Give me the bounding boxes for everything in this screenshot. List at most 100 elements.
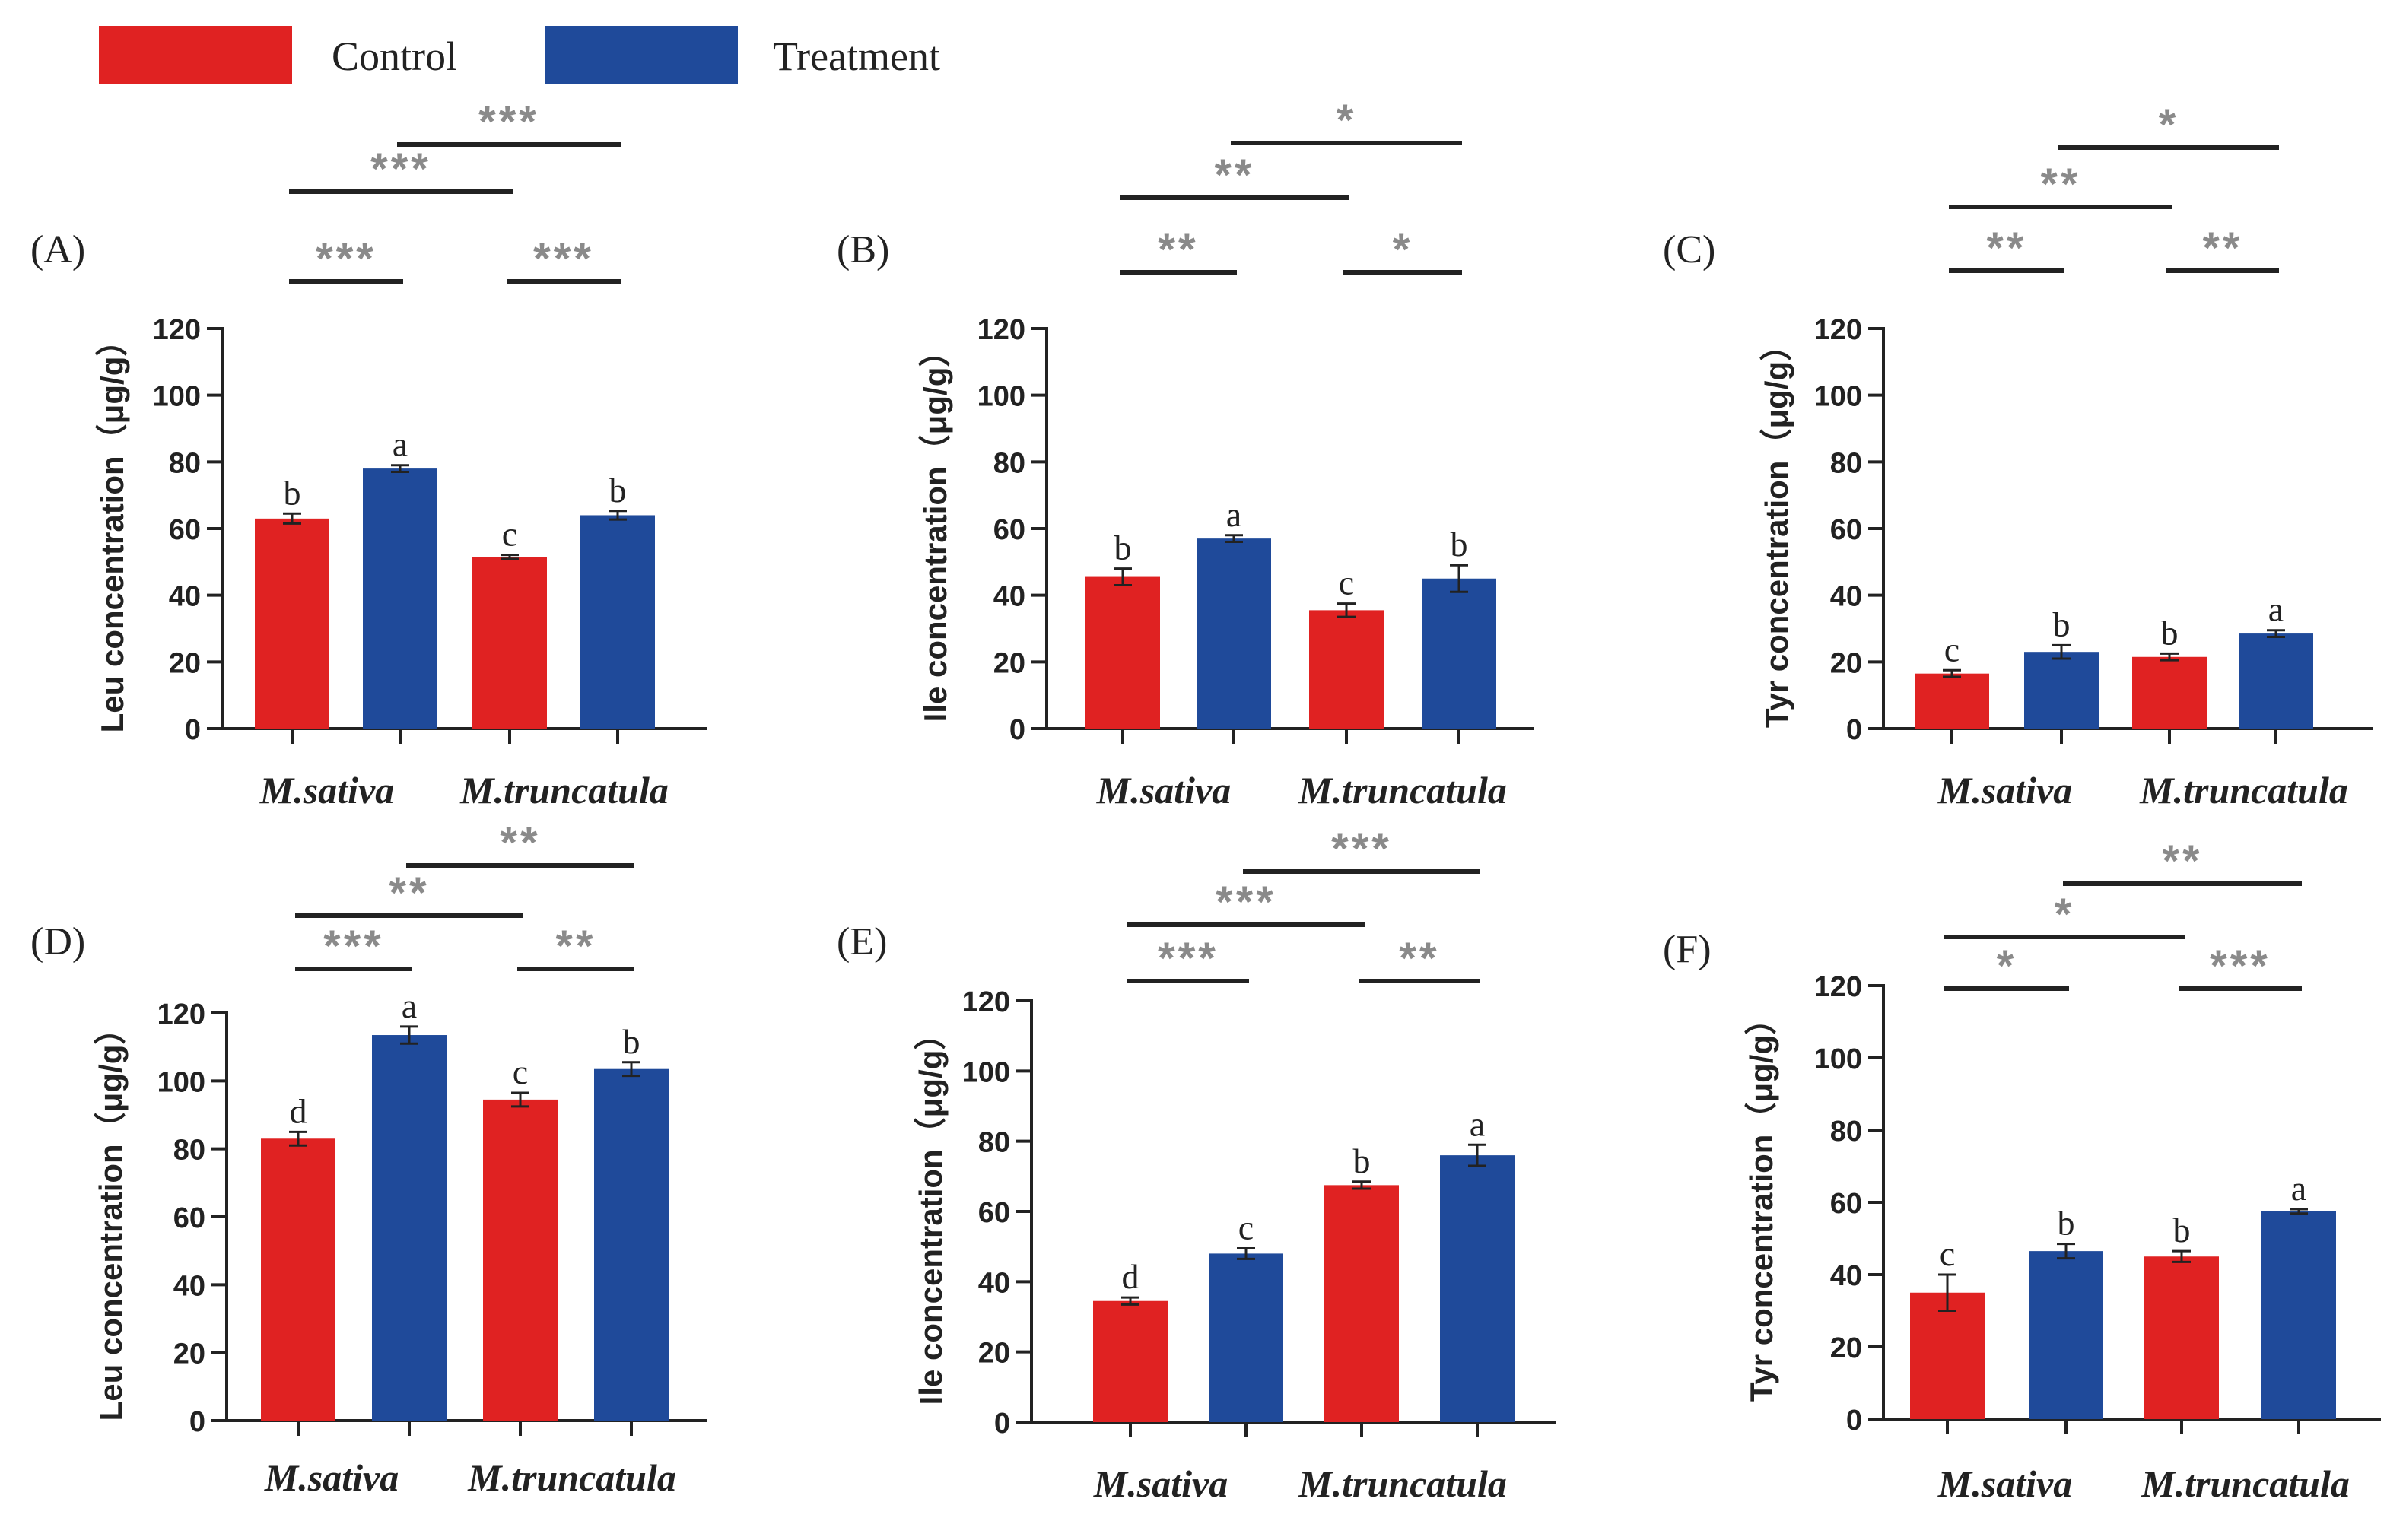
bar-treatment-m-sativa: [1197, 538, 1271, 729]
y-tick-label: 80: [1830, 447, 1862, 479]
y-tick-label: 20: [978, 1338, 1010, 1370]
y-tick-label: 100: [1814, 1043, 1862, 1075]
significance-stars: **: [2162, 837, 2202, 886]
significance-stars: ***: [316, 234, 377, 284]
significance-stars: **: [2040, 160, 2080, 209]
y-tick-label: 80: [173, 1135, 205, 1167]
significance-stars: *: [1337, 96, 1357, 145]
y-tick-label: 80: [993, 447, 1025, 479]
y-tick-label: 40: [993, 581, 1025, 613]
y-tick-label: 120: [157, 999, 205, 1030]
y-axis-label: Ile concentration（μg/g）: [913, 1018, 949, 1405]
bar-control-m-truncatula: [2132, 656, 2207, 729]
y-tick-label: 80: [978, 1127, 1010, 1159]
bar-control-m-truncatula: [1309, 610, 1384, 729]
significance-letter: c: [502, 515, 517, 554]
significance-stars: ***: [533, 234, 594, 284]
significance-stars: *: [2055, 890, 2075, 939]
bar-control-m-truncatula: [472, 557, 547, 729]
x-group-label: M.truncatula: [467, 1456, 676, 1499]
y-tick-label: 100: [962, 1056, 1010, 1088]
y-tick-label: 20: [1830, 1332, 1862, 1364]
y-tick-label: 40: [173, 1270, 205, 1302]
legend: Control Treatment: [99, 26, 940, 84]
x-group-label: M.sativa: [259, 769, 394, 811]
legend-label-control: Control: [332, 33, 457, 79]
panel-label: (A): [30, 228, 85, 271]
bar-control-m-truncatula: [483, 1099, 558, 1421]
y-tick-label: 60: [173, 1202, 205, 1234]
y-axis-label: Leu concentration（μg/g）: [93, 1013, 129, 1421]
significance-stars: ***: [370, 144, 431, 194]
bar-treatment-m-truncatula: [580, 515, 655, 729]
significance-letter: a: [2268, 590, 2284, 629]
legend-swatch-treatment: [545, 26, 738, 84]
panel-label: (B): [837, 228, 889, 271]
chart-panel-1: (A) Leu concentration（μg/g） 0 20 40 60 80 100 12…: [30, 97, 707, 811]
significance-stars: **: [1986, 224, 2026, 273]
significance-letter: a: [393, 425, 408, 464]
significance-stars: *: [1997, 941, 2017, 991]
y-tick-label: 0: [189, 1406, 205, 1438]
significance-letter: c: [1940, 1234, 1955, 1273]
bar-control-m-sativa: [1915, 673, 1989, 729]
bar-treatment-m-sativa: [1209, 1253, 1283, 1422]
x-group-label: M.sativa: [1093, 1462, 1228, 1505]
chart-panel-2: (B) Ile concentration（μg/g） 0 20 40 60 80 100 12…: [837, 96, 1534, 811]
significance-letter: c: [513, 1053, 528, 1091]
chart-panel-6: (F) Tyr concentration（μg/g） 0 20 40 60 80 100 12…: [1663, 837, 2381, 1505]
panel-label: (C): [1663, 228, 1715, 271]
y-tick-label: 0: [185, 714, 201, 746]
y-axis-label: Leu concentration（μg/g）: [94, 325, 130, 733]
y-tick-label: 40: [1830, 581, 1862, 613]
y-tick-label: 60: [1830, 1188, 1862, 1220]
significance-stars: *: [1393, 225, 1413, 275]
x-group-label: M.truncatula: [1298, 769, 1507, 811]
significance-stars: ***: [323, 922, 384, 971]
y-axis-label: Tyr concentration（μg/g）: [1743, 1003, 1779, 1402]
bar-control-m-truncatula: [2144, 1256, 2219, 1419]
panel-label: (E): [837, 920, 887, 964]
significance-letter: c: [1238, 1208, 1254, 1246]
y-tick-label: 100: [157, 1066, 205, 1098]
bar-treatment-m-truncatula: [2239, 633, 2313, 729]
significance-letter: d: [290, 1091, 307, 1130]
significance-letter: a: [2291, 1169, 2306, 1208]
y-tick-label: 120: [977, 314, 1025, 346]
bar-treatment-m-sativa: [372, 1035, 447, 1421]
y-tick-label: 20: [169, 647, 201, 679]
significance-letter: b: [623, 1022, 640, 1061]
y-tick-label: 60: [1830, 514, 1862, 546]
x-group-label: M.truncatula: [2141, 1462, 2350, 1505]
y-tick-label: 120: [1814, 314, 1862, 346]
significance-letter: a: [1470, 1104, 1485, 1143]
significance-stars: **: [1158, 225, 1198, 275]
bar-control-m-sativa: [1093, 1300, 1168, 1422]
y-tick-label: 60: [993, 514, 1025, 546]
significance-letter: c: [1944, 630, 1960, 668]
x-group-label: M.sativa: [1937, 769, 2072, 811]
y-tick-label: 100: [977, 381, 1025, 413]
x-group-label: M.sativa: [264, 1456, 399, 1499]
y-tick-label: 120: [1814, 971, 1862, 1003]
bar-treatment-m-truncatula: [1440, 1155, 1515, 1422]
y-axis-label: Ile concentration（μg/g）: [917, 335, 953, 722]
significance-stars: **: [500, 818, 540, 868]
x-group-label: M.truncatula: [459, 769, 669, 811]
y-tick-label: 40: [169, 581, 201, 613]
significance-letter: c: [1339, 564, 1354, 602]
y-tick-label: 20: [1830, 647, 1862, 679]
y-axis-label: Tyr concentration（μg/g）: [1759, 329, 1794, 728]
y-tick-label: 20: [993, 647, 1025, 679]
y-tick-label: 0: [1846, 1405, 1862, 1437]
significance-stars: ***: [478, 97, 539, 147]
bar-treatment-m-sativa: [363, 468, 437, 729]
significance-stars: ***: [2210, 941, 2271, 991]
bar-control-m-sativa: [261, 1138, 335, 1421]
y-tick-label: 120: [962, 986, 1010, 1018]
x-group-label: M.sativa: [1937, 1462, 2072, 1505]
y-tick-label: 100: [153, 381, 201, 413]
significance-stars: **: [555, 922, 596, 971]
y-tick-label: 60: [978, 1197, 1010, 1229]
